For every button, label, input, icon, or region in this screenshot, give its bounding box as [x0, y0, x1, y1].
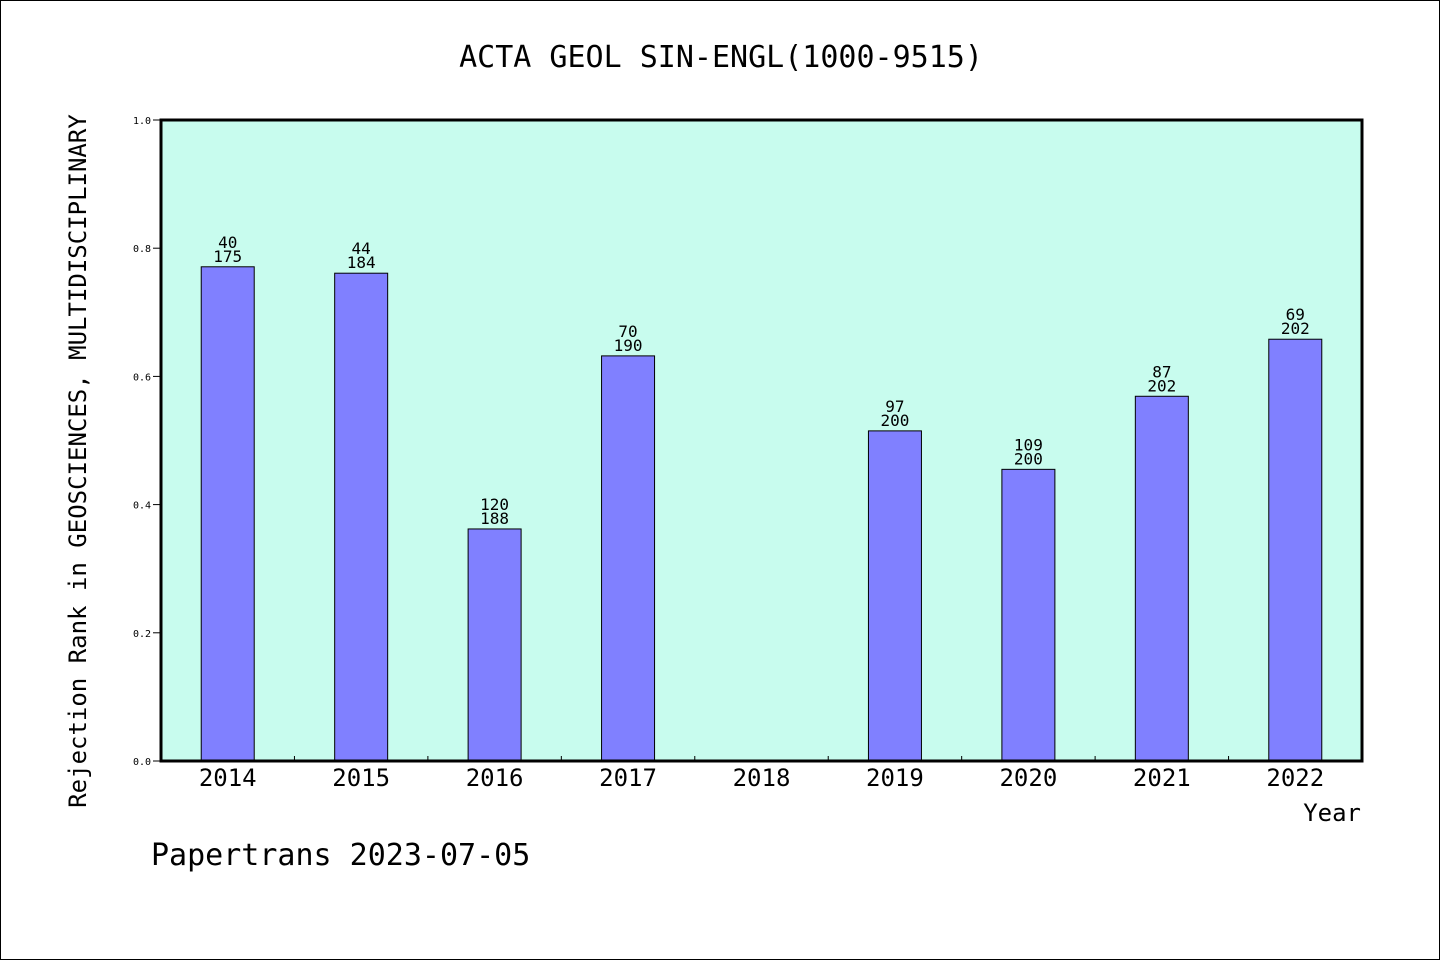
bar-rank-label: 70 — [618, 322, 637, 341]
bar-2021 — [1134, 395, 1189, 762]
x-tick-label: 2019 — [866, 764, 924, 792]
bar-2017 — [601, 355, 656, 762]
y-tick-label: 0.8 — [133, 244, 151, 255]
x-tick-label: 2015 — [332, 764, 390, 792]
y-tick-label: 1.0 — [133, 116, 151, 127]
x-tick-label: 2018 — [733, 764, 791, 792]
x-tick-label: 2020 — [999, 764, 1057, 792]
x-tick-label: 2022 — [1266, 764, 1324, 792]
plot-border — [159, 118, 1364, 763]
y-tick-label: 0.0 — [133, 757, 151, 768]
bar-total-label: 200 — [1014, 449, 1043, 468]
bar-2022 — [1268, 338, 1323, 762]
bar-rank-label: 109 — [1014, 435, 1043, 454]
y-tick-label: 0.4 — [133, 501, 151, 512]
footer-credit: Papertrans 2023-07-05 — [151, 838, 530, 873]
bar-total-label: 200 — [880, 411, 909, 430]
bar-2016 — [467, 528, 522, 762]
y-tick-label: 0.6 — [133, 372, 151, 383]
y-axis-label: Rejection Rank in GEOSCIENCES, MULTIDISC… — [64, 114, 92, 808]
x-tick-label: 2014 — [199, 764, 257, 792]
bar-rank-label: 97 — [885, 397, 904, 416]
bar-rank-label: 40 — [218, 233, 237, 252]
x-tick-label: 2016 — [466, 764, 524, 792]
chart-title: ACTA GEOL SIN-ENGL(1000-9515) — [459, 40, 983, 75]
bar-2014 — [200, 266, 255, 762]
bar-rank-label: 44 — [352, 239, 371, 258]
x-tick-label: 2017 — [599, 764, 657, 792]
bar-total-label: 190 — [614, 336, 643, 355]
bar-total-label: 188 — [480, 509, 509, 528]
bar-total-label: 202 — [1281, 319, 1310, 338]
y-tick-label: 0.2 — [133, 629, 151, 640]
bar-2020 — [1001, 468, 1056, 762]
bar-total-label: 202 — [1147, 376, 1176, 395]
bar-rank-label: 87 — [1152, 362, 1171, 381]
bar-2015 — [334, 272, 389, 762]
bar-total-label: 175 — [213, 247, 242, 266]
bar-total-label: 184 — [347, 253, 376, 272]
bar-rank-label: 69 — [1286, 305, 1305, 324]
x-axis-label: Year — [1303, 799, 1361, 827]
x-tick-label: 2021 — [1133, 764, 1191, 792]
bar-2019 — [867, 430, 922, 762]
bar-rank-label: 120 — [480, 495, 509, 514]
